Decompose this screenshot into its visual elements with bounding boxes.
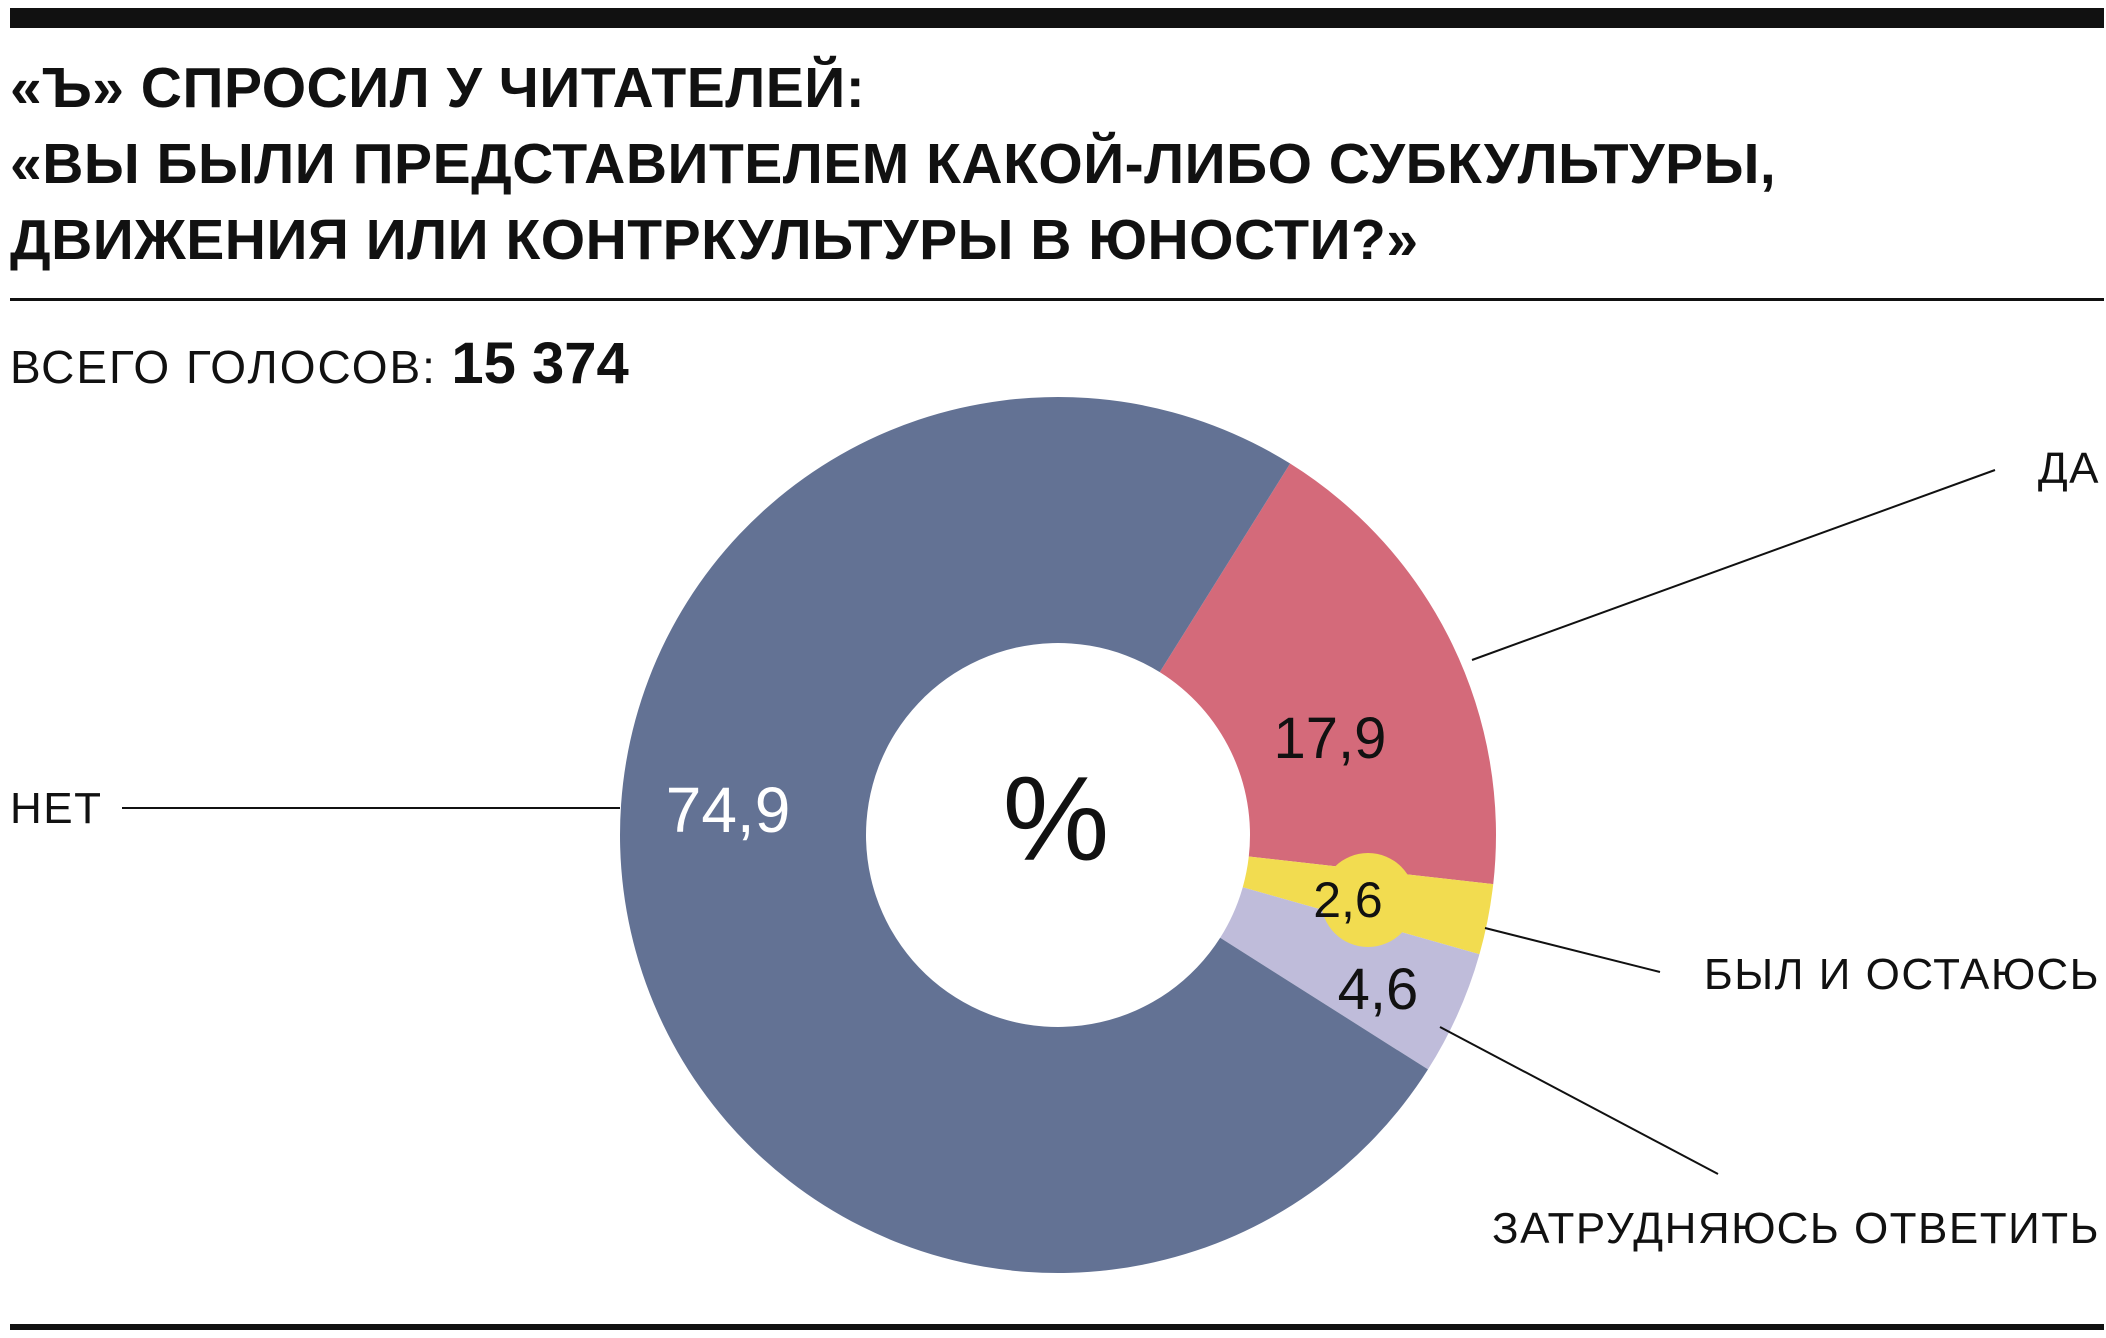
percent-unit-label: %	[1003, 752, 1110, 886]
slice-3	[1220, 887, 1480, 1070]
slice-value-label-3: 4,6	[1338, 957, 1419, 1022]
slice-value-label-4: 74,9	[666, 774, 791, 846]
chart-title: «Ъ» СПРОСИЛ У ЧИТАТЕЛЕЙ: «ВЫ БЫЛИ ПРЕДСТ…	[10, 50, 2104, 278]
leader-line-3	[1439, 1026, 1719, 1175]
title-line-2: «ВЫ БЫЛИ ПРЕДСТАВИТЕЛЕМ КАКОЙ-ЛИБО СУБКУ…	[10, 132, 1777, 196]
slice-category-label-3: ЗАТРУДНЯЮСЬ ОТВЕТИТЬ	[1492, 1204, 2100, 1253]
value-badge-2-6	[1321, 853, 1415, 947]
slice-value-label-1: 17,9	[1274, 706, 1387, 771]
donut-slices	[619, 396, 1497, 1273]
bottom-rule	[10, 1324, 2104, 1330]
title-line-1: «Ъ» СПРОСИЛ У ЧИТАТЕЛЕЙ:	[10, 56, 866, 120]
slice-category-label-2: БЫЛ И ОСТАЮСЬ	[1704, 950, 2100, 999]
leader-lines	[122, 469, 1996, 1175]
slice-1	[1159, 463, 1497, 885]
leader-line-2	[1484, 927, 1661, 973]
slice-category-label-4: НЕТ	[10, 784, 103, 833]
total-votes-value: 15 374	[451, 331, 629, 396]
total-votes: ВСЕГО ГОЛОСОВ: 15 374	[10, 330, 629, 397]
slice-category-label-1: ДА	[2038, 444, 2100, 493]
slice-4	[619, 396, 1428, 1273]
leader-line-1	[1471, 469, 1996, 661]
title-divider	[10, 298, 2104, 301]
title-line-3: ДВИЖЕНИЯ ИЛИ КОНТРКУЛЬТУРЫ В ЮНОСТИ?»	[10, 208, 1419, 272]
slice-value-labels: 17,9 2,6 4,6 74,9	[666, 706, 1419, 1022]
slice-category-labels: ДА БЫЛ И ОСТАЮСЬ ЗАТРУДНЯЮСЬ ОТВЕТИТЬ НЕТ	[10, 444, 2100, 1253]
slice-value-label-2: 2,6	[1313, 872, 1383, 928]
total-votes-label: ВСЕГО ГОЛОСОВ:	[10, 341, 437, 393]
top-rule	[10, 8, 2104, 28]
